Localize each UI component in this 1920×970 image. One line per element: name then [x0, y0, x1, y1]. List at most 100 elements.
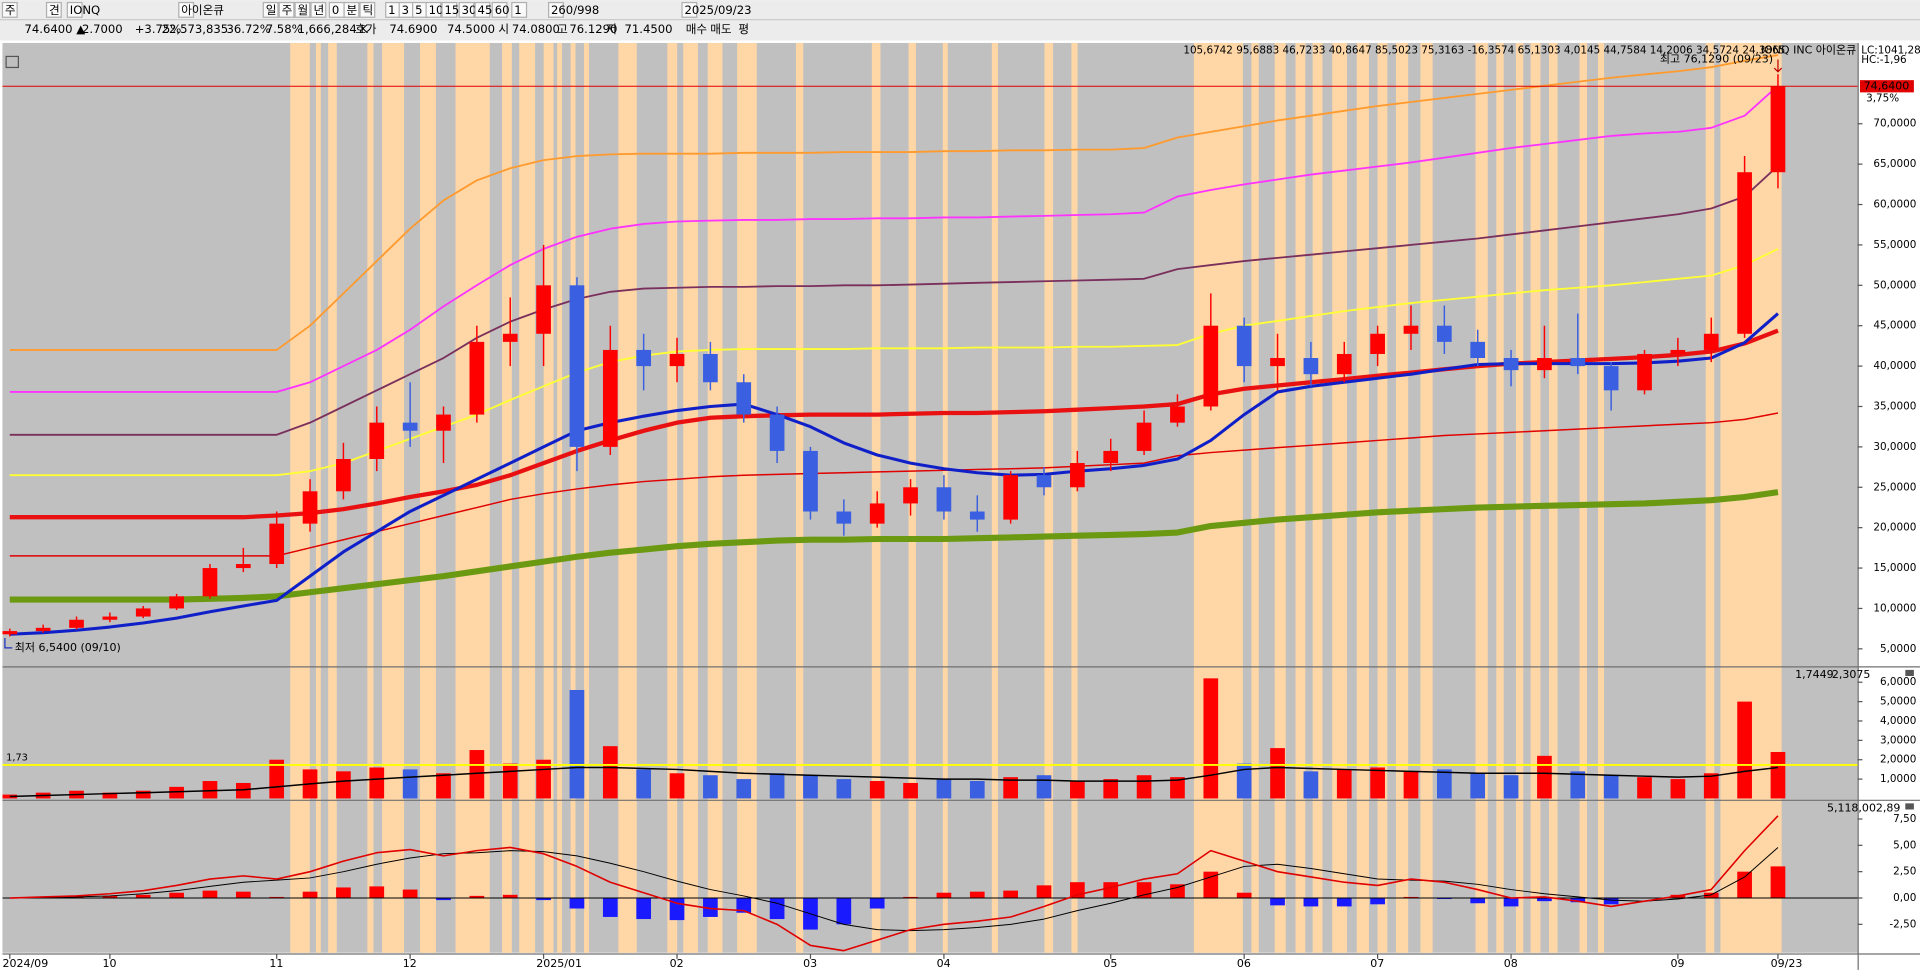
candle-body — [1136, 422, 1152, 451]
toolbar-button[interactable] — [511, 1, 528, 18]
toolbar-button[interactable] — [491, 1, 508, 18]
y-tick-label: 30,0000 — [1873, 441, 1916, 453]
highlight-stripe — [584, 42, 589, 953]
toolbar-button[interactable] — [294, 1, 311, 18]
toolbar-button[interactable] — [547, 1, 564, 18]
y-tick-label: 70,0000 — [1873, 118, 1916, 130]
toolbar-button[interactable] — [458, 1, 475, 18]
histogram-bar — [1703, 892, 1719, 898]
toolbar-item[interactable]: IONQ — [70, 3, 100, 17]
toolbar-item[interactable]: 3 — [402, 3, 409, 17]
histogram-bar — [703, 897, 718, 917]
candle-body — [1403, 325, 1419, 334]
candle-body — [836, 511, 852, 524]
y-tick-label: 5,0000 — [1880, 643, 1916, 655]
toolbar-button[interactable] — [45, 1, 62, 18]
toolbar-button[interactable] — [310, 1, 327, 18]
toolbar-item[interactable]: 견 — [49, 3, 60, 17]
toolbar-item[interactable]: 일 — [266, 3, 277, 17]
toolbar-item[interactable]: 1 — [514, 3, 521, 17]
toolbar-button[interactable] — [178, 1, 195, 18]
volume-bar — [736, 779, 752, 799]
volume-bar — [336, 771, 351, 799]
toolbar-button[interactable] — [278, 1, 295, 18]
last-price-tag — [1860, 80, 1914, 93]
indicator-line — [9, 847, 1779, 932]
highlight-stripe — [991, 42, 998, 953]
toolbar-item[interactable]: 월 — [298, 3, 309, 17]
candle-body — [1770, 86, 1786, 173]
volume-bar — [169, 786, 184, 799]
indicator-line — [9, 165, 1779, 436]
histogram-bar — [369, 886, 385, 898]
toolbar-button[interactable] — [343, 1, 360, 18]
toolbar-button[interactable] — [441, 1, 458, 18]
highlight-stripe — [795, 42, 804, 953]
toolbar-quote: 36.72% — [227, 22, 271, 36]
candle-body — [1503, 358, 1519, 371]
toolbar-item[interactable]: 아이온큐 — [181, 3, 224, 17]
highlight-stripe — [737, 42, 757, 953]
highlight-stripe — [1044, 42, 1054, 953]
candle-body — [1036, 475, 1052, 488]
panel-icon[interactable] — [1905, 669, 1914, 677]
volume-bar — [1203, 678, 1219, 799]
toolbar-button[interactable] — [66, 1, 83, 18]
toolbar-item[interactable]: 년 — [313, 3, 324, 17]
candle-body — [1737, 172, 1752, 334]
volume-bar — [1436, 769, 1452, 799]
toolbar-item[interactable]: 0 — [332, 3, 339, 17]
toolbar-item[interactable]: 5 — [415, 3, 422, 17]
toolbar-item[interactable]: 1 — [388, 3, 395, 17]
candle-body — [235, 564, 251, 569]
candle-body — [1236, 325, 1252, 367]
panel-icon[interactable] — [1905, 803, 1914, 810]
indicator-line — [9, 815, 1779, 952]
panel-macd — [2, 815, 1858, 952]
toolbar-item[interactable]: 10 — [429, 3, 444, 17]
lc-label: LC:1041,28 — [1861, 44, 1920, 56]
candle-body — [736, 382, 752, 415]
toolbar-item[interactable]: 45 — [478, 3, 493, 17]
candle-body — [69, 619, 84, 628]
highlight-stripe — [557, 42, 563, 953]
toolbar-item[interactable]: 주 — [5, 3, 16, 17]
toolbar-button[interactable] — [681, 1, 698, 18]
toolbar-quote: 74.6900 — [389, 22, 437, 36]
candle-body — [1170, 406, 1185, 423]
toolbar-button[interactable] — [474, 1, 491, 18]
toolbar-button[interactable] — [1, 1, 18, 18]
candle-body — [569, 285, 585, 447]
histogram-bar — [569, 897, 585, 909]
candle-body — [1570, 358, 1586, 367]
y-tick-label: 60,0000 — [1873, 199, 1916, 211]
toolbar-item[interactable]: 주 — [282, 3, 293, 17]
volume-bar — [1170, 777, 1185, 799]
toolbar-item[interactable]: 60 — [495, 3, 510, 17]
candle-body — [102, 616, 118, 620]
toolbar-item[interactable]: 2025/09/23 — [684, 3, 751, 17]
volume-bar — [1303, 771, 1319, 799]
toolbar-quote: 2.7000 — [82, 22, 123, 36]
toolbar-button[interactable] — [359, 1, 376, 18]
toolbar-item[interactable]: 15 — [444, 3, 459, 17]
toolbar-item[interactable]: 30 — [462, 3, 477, 17]
toolbar-button[interactable] — [425, 1, 442, 18]
y-tick-label: 10,0000 — [1873, 602, 1916, 614]
indicator-line — [9, 248, 1779, 477]
volume-bar — [869, 781, 885, 799]
toolbar-item[interactable]: 분 — [347, 3, 358, 17]
toolbar-item[interactable]: 틱 — [362, 3, 373, 17]
toolbar-quote: 1,666,284 K — [298, 22, 369, 36]
candle-body — [469, 341, 485, 415]
histogram-bar — [636, 897, 652, 920]
toolbar-button[interactable] — [262, 1, 279, 18]
indicator-line — [9, 766, 1779, 798]
candle-body — [436, 414, 451, 431]
x-tick-label: 2024/09 — [2, 957, 48, 970]
toolbar-item[interactable]: 260/998 — [551, 3, 599, 17]
panel-icon[interactable] — [5, 55, 19, 69]
change-label: 3,75% — [1866, 93, 1899, 105]
histogram-bar — [1336, 897, 1352, 907]
